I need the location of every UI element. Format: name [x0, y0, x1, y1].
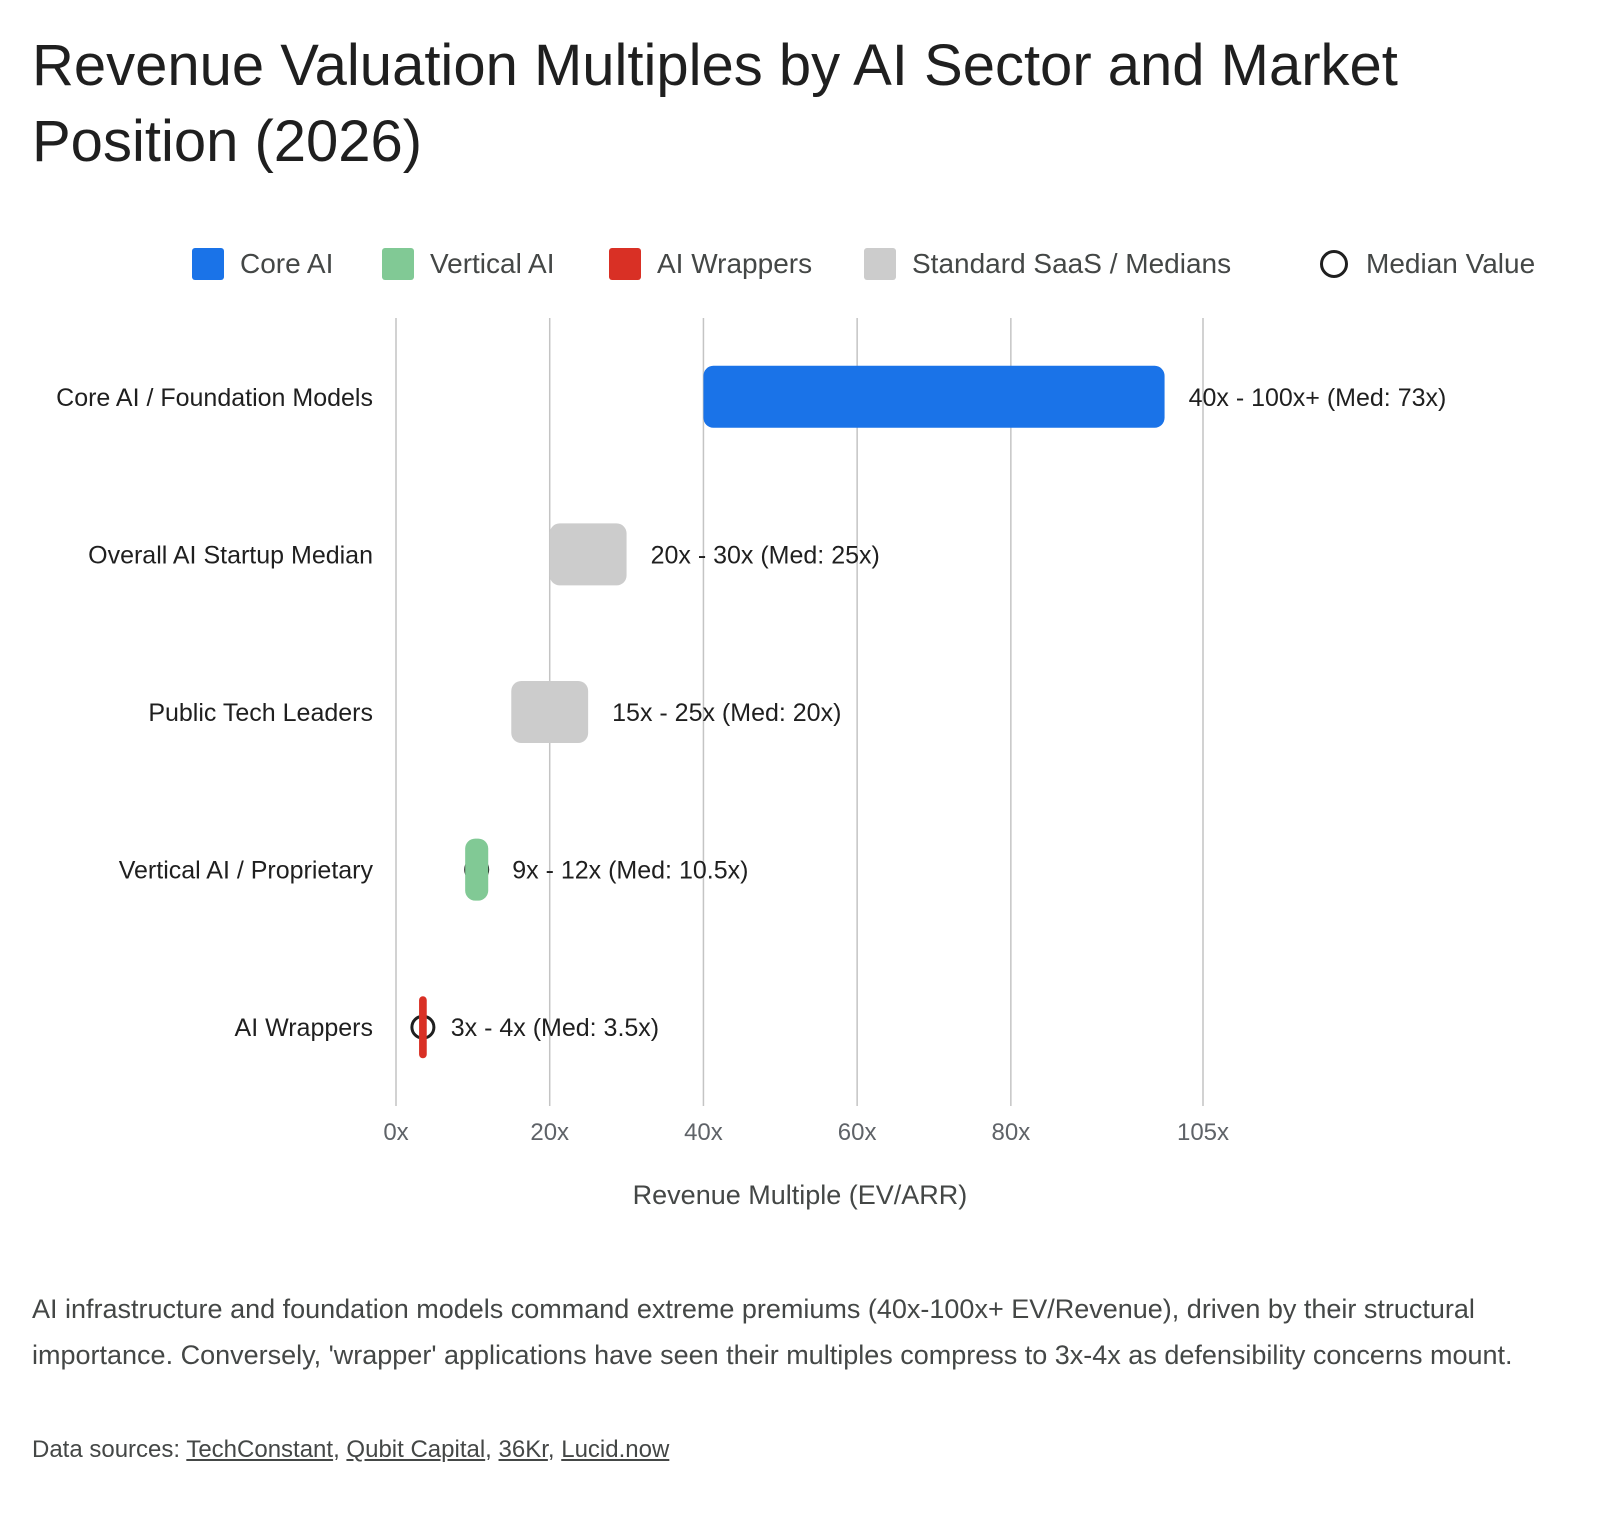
source-link-techconstant[interactable]: TechConstant [186, 1436, 334, 1463]
legend-item-core-ai[interactable]: Core AI [192, 244, 333, 284]
range-bar [703, 365, 1165, 428]
legend-item-ai-wrappers[interactable]: AI Wrappers [609, 244, 812, 284]
data-label: 20x - 30x (Med: 25x) [651, 541, 880, 569]
legend-swatch-vertical-ai [382, 248, 414, 280]
legend-swatch-standard-saas [864, 248, 896, 280]
data-label: 9x - 12x (Med: 10.5x) [512, 857, 748, 885]
category-label: Public Tech Leaders [148, 699, 373, 727]
x-tick-label: 40x [684, 1119, 723, 1146]
range-bar [549, 523, 627, 586]
range-bar [419, 996, 427, 1059]
data-sources: Data sources: TechConstant, Qubit Capita… [32, 1436, 670, 1463]
range-bar [511, 681, 589, 743]
legend-swatch-ai-wrappers [609, 248, 641, 280]
legend-item-median-value[interactable]: Median Value [1318, 244, 1535, 284]
range-bar-chart: 0x 20x 40x 60x 80x 105x Revenue Multiple (EV/A… [56, 318, 1447, 1210]
category-label: Vertical AI / Proprietary [119, 857, 374, 885]
legend-label: Vertical AI [430, 248, 555, 279]
category-label: Core AI / Foundation Models [56, 384, 373, 412]
x-tick-label: 0x [383, 1119, 408, 1146]
legend-label: Median Value [1366, 248, 1536, 279]
source-link-lucid-now[interactable]: Lucid.now [561, 1436, 670, 1463]
sources-prefix: Data sources: [32, 1436, 187, 1463]
source-link-qubit-capital[interactable]: Qubit Capital [346, 1436, 486, 1463]
median-ring-icon [1320, 250, 1348, 278]
legend-item-vertical-ai[interactable]: Vertical AI [382, 244, 555, 284]
chart-title: Revenue Valuation Multiples by AI Sector… [32, 33, 1398, 174]
legend-label: Core AI [240, 248, 334, 279]
x-tick-label: 20x [530, 1119, 569, 1146]
source-link-36kr[interactable]: 36Kr [498, 1436, 548, 1463]
category-label: Overall AI Startup Median [88, 541, 373, 569]
legend-swatch-core-ai [192, 248, 224, 280]
x-axis-title: Revenue Multiple (EV/ARR) [633, 1180, 968, 1210]
chart-caption: AI infrastructure and foundation models … [32, 1294, 1513, 1370]
category-label: AI Wrappers [235, 1014, 373, 1042]
legend: Core AI Vertical AI AI Wrappers Standard… [0, 244, 1600, 284]
legend-label: Standard SaaS / Medians [912, 248, 1232, 279]
x-tick-label: 80x [992, 1119, 1031, 1146]
data-label: 3x - 4x (Med: 3.5x) [451, 1014, 659, 1042]
data-label: 40x - 100x+ (Med: 73x) [1189, 384, 1447, 412]
legend-item-standard-saas[interactable]: Standard SaaS / Medians [864, 244, 1231, 284]
x-tick-label: 105x [1177, 1119, 1229, 1146]
x-tick-label: 60x [838, 1119, 877, 1146]
legend-label: AI Wrappers [657, 248, 813, 279]
range-bar [465, 838, 489, 901]
data-label: 15x - 25x (Med: 20x) [612, 699, 841, 727]
